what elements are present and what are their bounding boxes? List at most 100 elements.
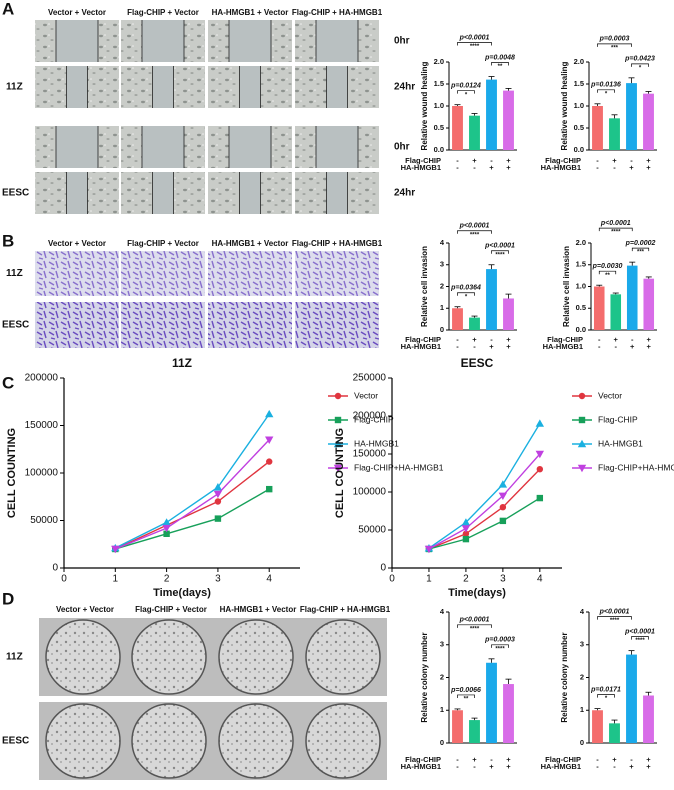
data-point [213,490,223,499]
y-axis-label: Relative colony number [420,632,429,722]
y-axis-label: CELL COUNTING [6,428,18,518]
x-tick-label: 2 [463,574,469,585]
error-bar [594,103,601,106]
factor-sign: + [472,755,477,764]
legend-marker [333,439,343,448]
column-header: Flag-CHIP + Vector [127,239,199,248]
y-tick-label: 0 [52,563,58,574]
factor-label: Flag-CHIP [405,755,441,764]
y-tick-label: 2 [580,672,584,681]
error-bar [628,77,635,84]
factor-sign: + [629,762,634,771]
significance-stars: **** [470,232,480,238]
dish [305,619,381,695]
y-tick-label: 50000 [30,515,58,526]
panel-label: A [2,0,14,18]
factor-sign: + [506,762,511,771]
bar [626,83,637,150]
y-tick-label: 150000 [353,449,387,460]
significance-stars: **** [610,618,620,624]
data-point [266,458,273,465]
significance-bracket [457,42,492,46]
wound-gap [142,126,184,168]
y-axis-label: CELL COUNTING [334,428,346,518]
x-tick-label: 4 [537,574,543,585]
factor-label: HA-HMGB1 [541,762,581,771]
p-value: p<0.0001 [599,608,630,615]
factor-sign: - [456,156,459,165]
y-tick-label: 4 [440,238,445,247]
y-tick-label: 1 [580,705,584,714]
wound-gap [229,126,271,168]
micrograph [121,251,205,296]
p-value: p=0.0030 [592,263,623,270]
significance-stars: *** [637,250,645,256]
legend-marker [578,416,586,424]
significance-bracket [491,62,509,66]
column-header: HA-HMGB1 + Vector [212,8,289,17]
column-header: Flag-CHIP + HA-HMGB1 [292,239,383,248]
wound-gap [66,66,88,108]
significance-bracket [597,616,632,620]
bar [469,115,480,150]
legend-label: Vector [598,390,622,400]
factor-sign: - [490,156,493,165]
data-point [214,498,222,505]
p-value: p<0.0001 [459,617,490,624]
error-bar [488,264,495,270]
series-line [115,439,270,550]
bar [592,710,603,743]
legend-label: Flag-CHIP [354,414,394,424]
data-point [462,530,470,537]
column-header: HA-HMGB1 + Vector [220,605,297,614]
significance-stars: ** [605,273,610,279]
data-point [499,517,507,525]
factor-sign: - [630,156,633,165]
error-bar [611,114,618,119]
factor-sign: - [598,342,601,351]
y-tick-label: 150000 [25,420,59,431]
y-tick-label: 1 [440,705,444,714]
x-tick-label: 4 [266,574,272,585]
y-tick-label: 0.0 [434,145,444,154]
p-value: p=0.0002 [625,240,656,247]
error-bar [454,306,461,309]
bar [609,118,620,150]
legend-marker [577,464,587,473]
significance-stars: * [605,91,608,97]
bar [503,90,514,150]
factor-sign: - [613,762,616,771]
wound-gap [316,126,358,168]
y-tick-label: 4 [580,607,585,616]
series-line [428,497,541,550]
bar [486,269,497,330]
bar [503,684,514,743]
factor-label: Flag-CHIP [545,755,581,764]
y-axis-label: Relative colony number [560,632,569,722]
significance-stars: **** [611,230,621,236]
significance-stars: * [605,696,608,702]
factor-sign: - [473,762,476,771]
y-tick-label: 1.5 [574,79,584,88]
y-tick-label: 4 [440,607,445,616]
factor-sign: - [490,755,493,764]
p-value: p=0.0171 [590,686,621,693]
micrograph [208,251,292,296]
series-line [114,413,270,549]
factor-sign: - [596,163,599,172]
y-tick-label: 2 [440,281,444,290]
y-tick-label: 0 [380,563,386,574]
y-axis-label: Relative wound healing [560,61,569,150]
bar [643,93,654,150]
wound-gap [239,172,261,214]
significance-bracket [597,43,632,47]
data-point [535,450,545,459]
bar [452,710,463,743]
data-point [265,409,274,418]
factor-sign: + [506,755,511,764]
factor-label: Flag-CHIP [405,335,441,344]
factor-label: HA-HMGB1 [543,342,583,351]
significance-stars: **** [470,626,480,632]
significance-bracket [631,63,649,67]
significance-bracket [598,270,617,275]
